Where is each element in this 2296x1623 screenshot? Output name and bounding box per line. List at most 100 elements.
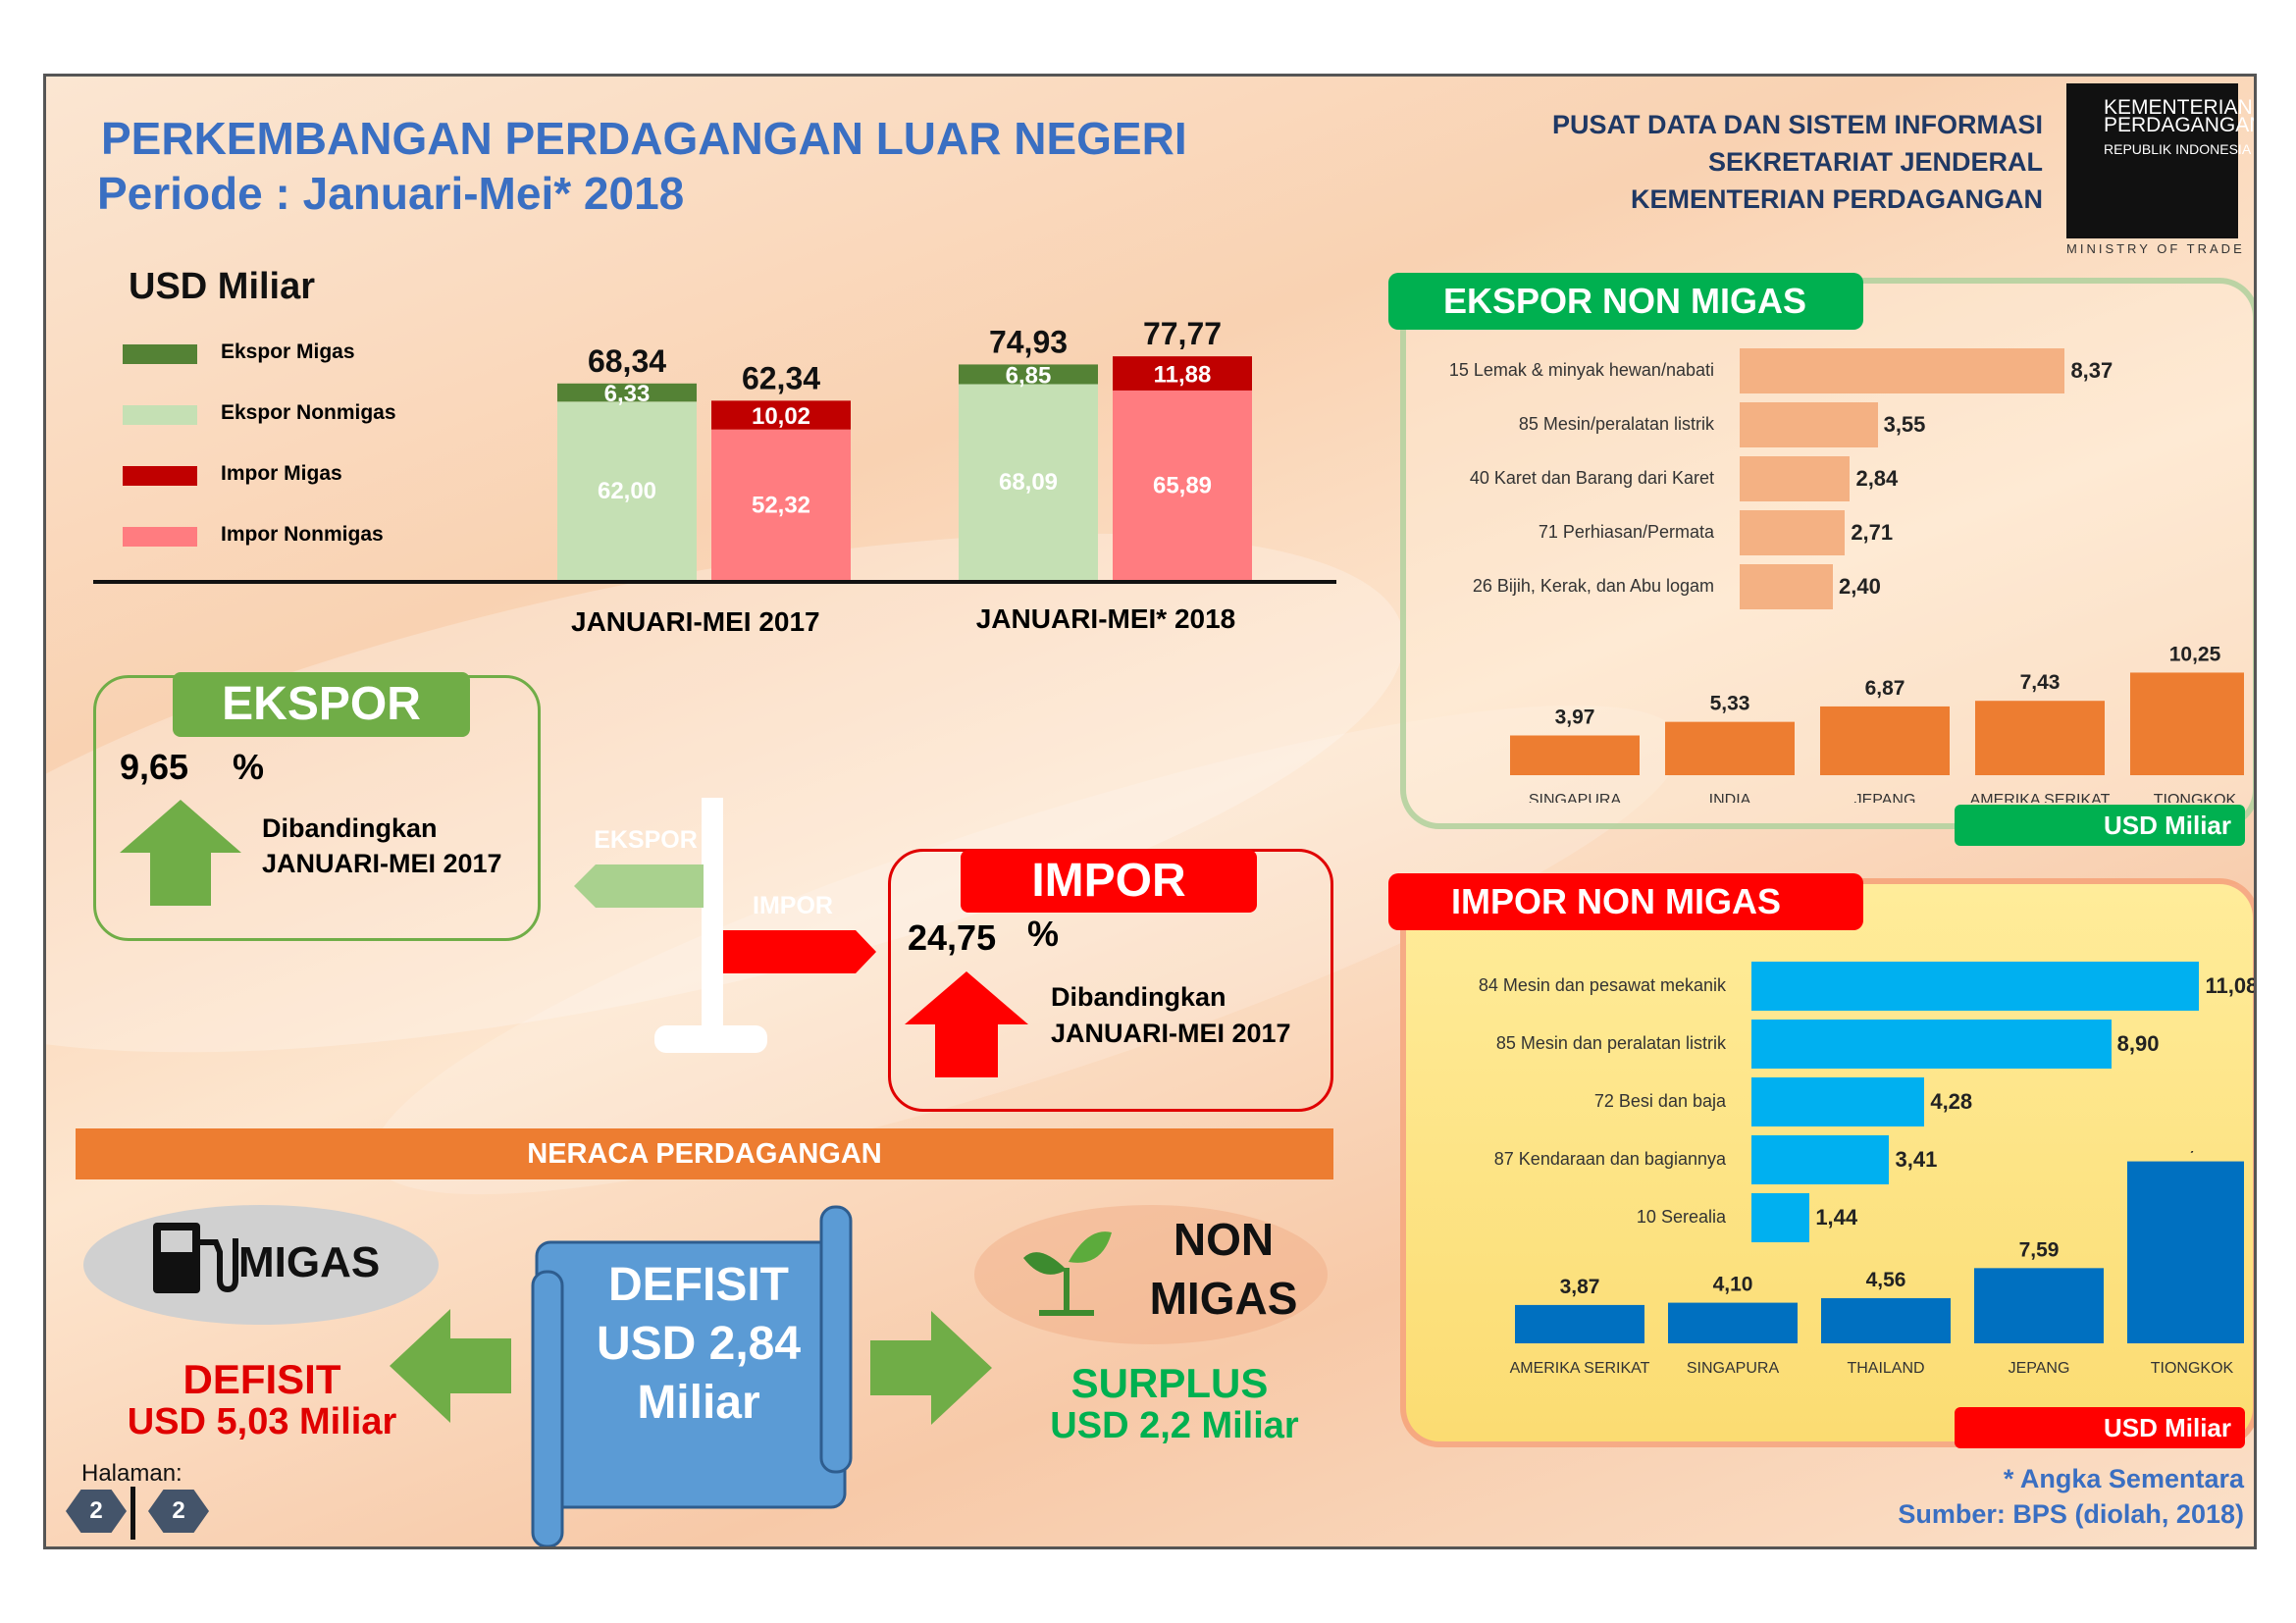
legend-label: Ekspor Migas (221, 340, 355, 363)
category-label: 87 Kendaraan dan bagiannya (1493, 1149, 1726, 1169)
data-label: 3,55 (1883, 412, 1926, 437)
data-label: 18,36 (2166, 1151, 2218, 1155)
vbar (1668, 1302, 1798, 1343)
arrow-up-icon (905, 971, 1028, 1077)
signpost-impor-label: IMPOR (753, 892, 833, 919)
data-label: 2,84 (1855, 466, 1899, 491)
data-label: 3,41 (1895, 1147, 1938, 1172)
data-label: 8,90 (2116, 1031, 2160, 1056)
vbar (2127, 1161, 2244, 1343)
neraca-title: NERACA PERDAGANGAN (76, 1128, 1333, 1179)
category-label: 10 Serealia (1636, 1207, 1726, 1227)
logo-line-1: KEMENTERIAN (2104, 96, 2253, 119)
bar-ekspor-nonmigas (959, 384, 1098, 580)
data-label: 11,08 (2205, 973, 2257, 998)
category-label: AMERIKA SERIKAT (1510, 1360, 1650, 1377)
ekspor-growth-title: EKSPOR (173, 672, 470, 737)
hbar (1740, 402, 1878, 447)
signpost-icon (574, 798, 876, 1053)
impor-compare-text: Dibandingkan JANUARI-MEI 2017 (1051, 979, 1291, 1052)
vbar (2130, 672, 2244, 775)
category-label: 85 Mesin dan peralatan listrik (1495, 1033, 1726, 1053)
unit-label: USD Miliar (129, 266, 316, 307)
org-line-3: KEMENTERIAN PERDAGANGAN (1630, 184, 2043, 214)
nonmigas-status: SURPLUS (1070, 1360, 1269, 1406)
vbar (1665, 721, 1795, 775)
data-label: 6,85 (1006, 362, 1052, 389)
org-line-1: PUSAT DATA DAN SISTEM INFORMASI (1552, 110, 2043, 139)
bar-impor-nonmigas (711, 429, 851, 580)
page-total-badge: 2 (148, 1490, 209, 1533)
nonmigas-line-2: MIGAS (1149, 1273, 1298, 1324)
data-label: 8,37 (2070, 358, 2113, 383)
total-label: 77,77 (1143, 316, 1222, 351)
logo-caption: MINISTRY OF TRADE (2066, 241, 2245, 256)
data-label: 7,59 (2019, 1238, 2060, 1261)
data-label: 3,87 (1560, 1276, 1600, 1298)
halaman-label: Halaman: (81, 1460, 183, 1487)
migas-value: USD 5,03 Miliar (127, 1401, 397, 1442)
bar-ekspor-nonmigas (557, 401, 697, 580)
vbar (1820, 706, 1950, 775)
total-label: 62,34 (742, 360, 820, 395)
arrow-left-icon (390, 1309, 511, 1423)
data-label: 2,71 (1851, 520, 1894, 545)
impor-growth-title: IMPOR (961, 850, 1257, 913)
infographic-frame: PERKEMBANGAN PERDAGANGAN LUAR NEGERI Per… (43, 74, 2257, 1549)
arrow-right-icon (870, 1311, 992, 1425)
logo-text: KEMENTERIAN PERDAGANGAN REPUBLIK INDONES… (2104, 96, 2254, 158)
page-separator (130, 1487, 135, 1540)
ekspor-nonmigas-title: EKSPOR NON MIGAS (1388, 273, 1863, 330)
data-label: 62,00 (598, 478, 656, 504)
hbar (1740, 348, 2065, 393)
impor-nonmigas-title: IMPOR NON MIGAS (1388, 873, 1863, 930)
ekspor-growth-pct: 9,65 (120, 747, 189, 787)
data-label: 68,09 (999, 469, 1058, 496)
page-number-badge: 2 (66, 1490, 127, 1533)
hbar (1751, 1193, 1810, 1242)
data-label: 65,89 (1153, 472, 1212, 498)
category-label: 72 Besi dan baja (1593, 1091, 1726, 1111)
page-title: PERKEMBANGAN PERDAGANGAN LUAR NEGERI (101, 113, 1187, 164)
logo-line-3: REPUBLIK INDONESIA (2104, 141, 2252, 157)
data-label: 5,33 (1710, 693, 1750, 715)
footnote: * Angka Sementara (2003, 1464, 2244, 1493)
data-label: 7,43 (2020, 671, 2061, 694)
category-label: 15 Lemak & minyak hewan/nabati (1448, 360, 1714, 380)
compare-line-1: Dibandingkan (262, 813, 438, 843)
migas-status: DEFISIT (183, 1356, 341, 1402)
category-label: TIONGKOK (2154, 792, 2237, 803)
compare-line-2: JANUARI-MEI 2017 (262, 849, 502, 878)
category-label: AMERIKA SERIKAT (1970, 792, 2111, 803)
ministry-logo: KEMENTERIAN PERDAGANGAN REPUBLIK INDONES… (2066, 83, 2254, 238)
data-label: 4,56 (1866, 1269, 1906, 1291)
data-label: 4,10 (1713, 1274, 1753, 1296)
impor-growth-pct: 24,75 (908, 917, 997, 958)
category-label: 85 Mesin/peralatan listrik (1518, 414, 1714, 434)
category-label: JEPANG (2009, 1360, 2070, 1377)
bar-impor-nonmigas (1113, 390, 1252, 580)
data-label: 10,02 (752, 403, 810, 430)
compare-line-2: JANUARI-MEI 2017 (1051, 1019, 1291, 1048)
category-label: THAILAND (1847, 1360, 1924, 1377)
category-label: 40 Karet dan Barang dari Karet (1469, 468, 1714, 488)
data-label: 6,33 (604, 381, 651, 407)
total-balance: DEFISIT USD 2,84 Miliar (556, 1256, 841, 1433)
hbar (1751, 1020, 2112, 1069)
migas-ellipse (83, 1205, 439, 1325)
legend-swatch (123, 344, 197, 364)
fuel-pump-icon (153, 1223, 238, 1293)
category-label: JANUARI-MEI 2017 (571, 606, 820, 637)
impor-country-chart: 3,87 AMERIKA SERIKAT 4,10 SINGAPURA 4,56 THAI… (1510, 1151, 2244, 1377)
hbar (1751, 1135, 1890, 1184)
migas-label: MIGAS (238, 1238, 381, 1286)
category-label: TIONGKOK (2151, 1360, 2234, 1377)
hbar (1751, 962, 2200, 1011)
vbar (1510, 735, 1640, 775)
period-subtitle: Periode : Januari-Mei* 2018 (97, 168, 685, 219)
total-status: DEFISIT (607, 1259, 789, 1311)
impor-unit-badge: USD Miliar (1955, 1407, 2245, 1448)
data-label: 6,87 (1865, 677, 1905, 700)
signpost-ekspor-label: EKSPOR (594, 826, 698, 854)
